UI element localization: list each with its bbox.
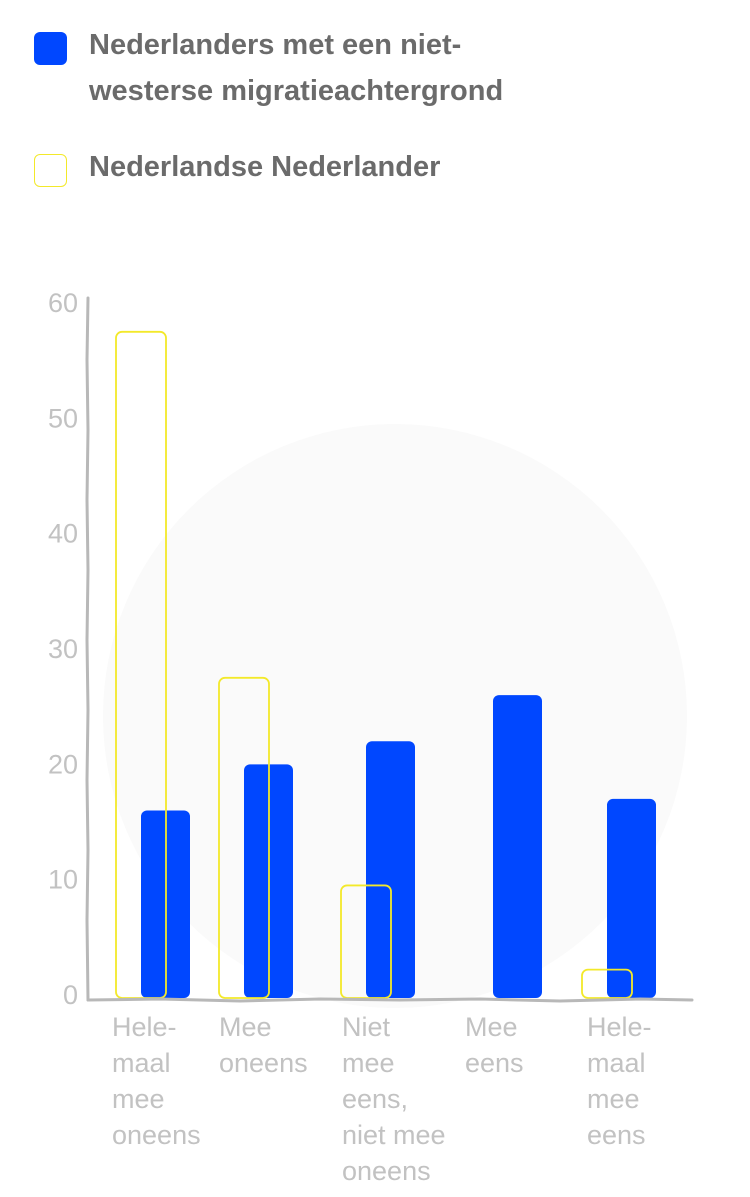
bar-dutch <box>340 884 392 999</box>
x-axis-line <box>86 997 694 1003</box>
legend-swatch-yellow <box>34 154 67 187</box>
bar-dutch <box>218 676 270 999</box>
bars <box>115 330 656 999</box>
legend-label: Nederlandse Nederlander <box>89 151 441 183</box>
y-tick-label: 10 <box>48 865 78 895</box>
y-tick-label: 60 <box>48 288 78 318</box>
x-axis-labels: Hele-maal mee oneens Mee oneens Niet mee eens, n… <box>112 1012 652 1186</box>
legend: Nederlanders met een niet-westerse migra… <box>34 22 734 220</box>
bar-migration <box>366 741 415 998</box>
legend-label: Nederlanders met een niet-westerse migra… <box>89 29 504 107</box>
y-tick-label: 0 <box>63 980 78 1010</box>
x-tick-label: Hele-maal mee oneens <box>112 1012 201 1150</box>
legend-item-migration: Nederlanders met een niet-westerse migra… <box>34 22 734 114</box>
x-tick-label: Mee eens <box>465 1012 524 1078</box>
y-tick-label: 50 <box>48 403 78 433</box>
x-tick-label: Hele-maal mee eens <box>587 1012 652 1150</box>
x-tick-label: Niet mee eens, niet mee oneens <box>342 1012 446 1186</box>
bar-migration <box>493 695 542 998</box>
y-axis-ticks: 0 10 20 30 40 50 60 <box>48 288 78 1010</box>
bar-dutch <box>581 968 633 999</box>
y-tick-label: 20 <box>48 749 78 779</box>
y-tick-label: 40 <box>48 519 78 549</box>
legend-item-dutch: Nederlandse Nederlander <box>34 144 734 190</box>
bar-migration <box>607 798 656 998</box>
y-axis-line <box>85 296 90 1002</box>
x-tick-label: Mee oneens <box>219 1012 308 1078</box>
legend-swatch-blue <box>34 32 67 65</box>
y-tick-label: 30 <box>48 634 78 664</box>
